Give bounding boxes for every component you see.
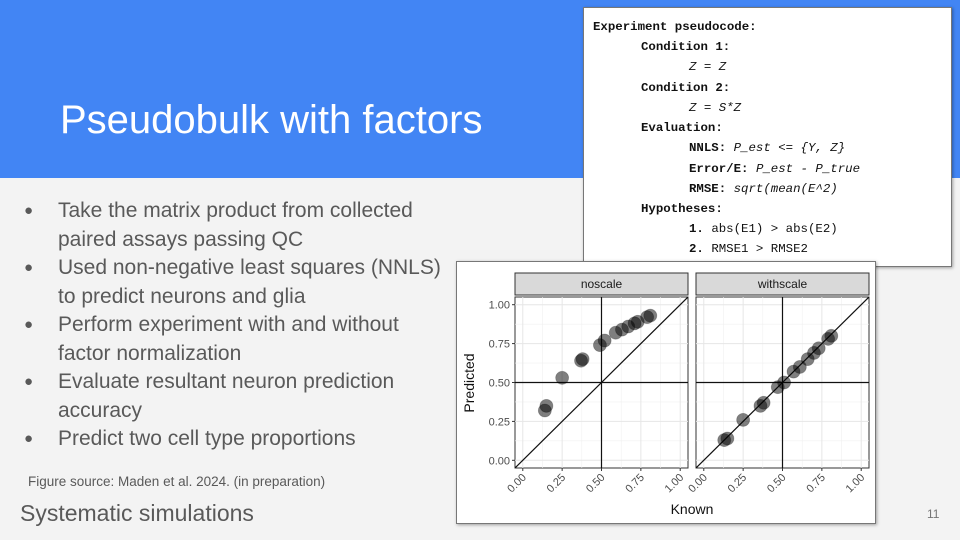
- y-tick-label: 1.00: [489, 300, 510, 312]
- bullet-item: ● Evaluate resultant neuron prediction ac…: [24, 368, 444, 425]
- hypothesis-1-number: 1.: [689, 222, 704, 236]
- bullet-dot-icon: ●: [24, 373, 34, 390]
- hypothesis-1-text: abs(E1) > abs(E2): [711, 222, 838, 236]
- slide-title: Pseudobulk with factors: [60, 98, 483, 142]
- data-point: [539, 398, 554, 413]
- bullet-text: Take the matrix product from collected p…: [58, 199, 413, 251]
- hypotheses-label-line: Hypotheses:: [641, 202, 723, 216]
- nnls-label: NNLS:: [689, 141, 727, 155]
- pseudocode-heading-text: Experiment pseudocode:: [593, 20, 757, 34]
- x-tick-label: 0.50: [765, 472, 789, 496]
- y-tick-label: 0.25: [489, 416, 510, 428]
- hypothesis-1-line: 1. abs(E1) > abs(E2): [689, 222, 838, 236]
- figure-source: Figure source: Maden et al. 2024. (in pr…: [28, 474, 326, 489]
- facet-label: noscale: [581, 277, 623, 291]
- evaluation-label-line: Evaluation:: [641, 121, 723, 135]
- x-tick-label: 0.50: [584, 472, 608, 496]
- bullet-text: Perform experiment with and without fact…: [58, 313, 399, 365]
- pseudocode-heading: Experiment pseudocode:: [593, 20, 757, 34]
- nnls-line: NNLS: P_est <= {Y, Z}: [689, 141, 845, 155]
- bullet-item: ● Take the matrix product from collected …: [24, 197, 444, 254]
- error-label: Error/E:: [689, 162, 749, 176]
- data-point: [824, 328, 839, 343]
- error-expr: P_est - P_true: [755, 162, 861, 176]
- scatter-chart: noscale 0.00 0.25 0.50 0.75 1.00 0.00 0.25 0.50 0…: [456, 261, 876, 524]
- condition2-label-line: Condition 2:: [641, 81, 730, 95]
- data-point: [756, 395, 771, 410]
- condition1-expr-line: Z = Z: [689, 60, 726, 74]
- data-point: [811, 341, 826, 356]
- rmse-expr: sqrt(mean(E^2): [733, 182, 838, 196]
- bullet-text: Used non-negative least squares (NNLS) t…: [58, 256, 441, 308]
- x-tick-label: 1.00: [844, 472, 868, 496]
- rmse-label: RMSE:: [689, 182, 727, 196]
- x-tick-label: 0.75: [623, 472, 647, 496]
- pseudocode-box: Experiment pseudocode: Condition 1: Z = …: [583, 7, 952, 267]
- y-tick-label: 0.75: [489, 339, 510, 351]
- hypothesis-2-line: 2. RMSE1 > RMSE2: [689, 242, 808, 256]
- data-point: [720, 431, 735, 446]
- footer-text: Systematic simulations: [20, 500, 254, 526]
- data-point: [597, 333, 612, 348]
- facet-label: withscale: [757, 277, 808, 291]
- x-tick-label: 0.25: [726, 472, 750, 496]
- condition1-label: Condition 1:: [641, 40, 731, 54]
- x-tick-label: 0.25: [545, 472, 569, 496]
- y-axis-title: Predicted: [461, 353, 477, 412]
- hypothesis-2-text: RMSE1 > RMSE2: [711, 242, 808, 256]
- data-point: [777, 375, 791, 390]
- evaluation-label: Evaluation:: [641, 121, 723, 135]
- bullet-dot-icon: ●: [24, 259, 34, 276]
- error-line: Error/E: P_est - P_true: [689, 162, 860, 176]
- bullet-text: Evaluate resultant neuron prediction acc…: [58, 370, 395, 422]
- facet-strip: [695, 272, 870, 296]
- data-point: [575, 352, 590, 367]
- condition1-expr: Z = Z: [689, 60, 727, 74]
- x-axis-title: Known: [671, 501, 714, 517]
- hypothesis-2-number: 2.: [689, 242, 704, 256]
- condition2-expr: Z = S*Z: [689, 101, 742, 115]
- bullet-item: ● Perform experiment with and without fac…: [24, 311, 444, 368]
- facet-strip: [514, 272, 689, 296]
- data-point: [643, 308, 658, 323]
- data-point: [555, 370, 570, 385]
- bullet-item: ● Used non-negative least squares (NNLS) …: [24, 254, 444, 311]
- condition2-expr-line: Z = S*Z: [689, 101, 741, 115]
- hypotheses-label: Hypotheses:: [641, 202, 723, 216]
- bullet-item: ● Predict two cell type proportions: [24, 425, 444, 454]
- y-tick-label: 0.00: [489, 455, 510, 467]
- data-point: [736, 412, 751, 427]
- y-tick-label: 0.50: [489, 378, 510, 390]
- bullet-list: ● Take the matrix product from collected …: [24, 197, 444, 454]
- bullet-dot-icon: ●: [24, 316, 34, 333]
- x-tick-label: 0.75: [804, 472, 828, 496]
- nnls-expr: P_est <= {Y, Z}: [733, 141, 846, 155]
- x-tick-label: 0.00: [686, 472, 710, 496]
- x-tick-label: 0.00: [505, 472, 529, 496]
- page-number: 11: [927, 507, 940, 521]
- x-tick-label: 1.00: [663, 472, 687, 496]
- bullet-dot-icon: ●: [24, 202, 34, 219]
- condition1-label-line: Condition 1:: [641, 40, 730, 54]
- bullet-text: Predict two cell type proportions: [58, 427, 356, 450]
- bullet-dot-icon: ●: [24, 430, 34, 447]
- condition2-label: Condition 2:: [641, 81, 731, 95]
- rmse-line: RMSE: sqrt(mean(E^2): [689, 182, 838, 196]
